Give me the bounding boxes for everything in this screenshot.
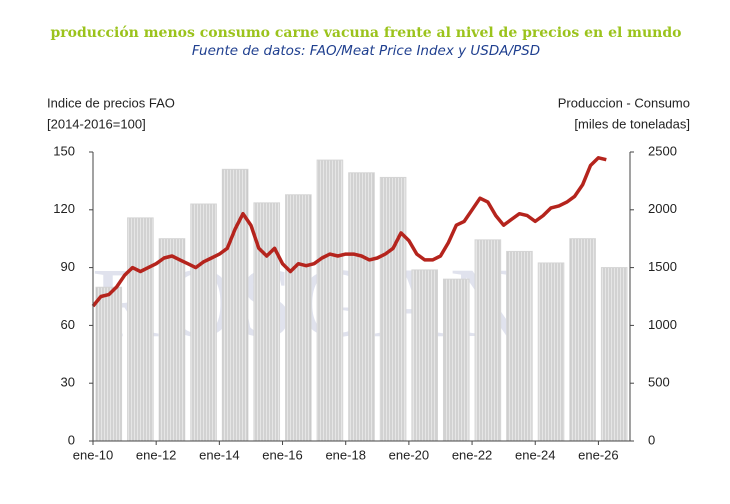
- x-tick-label: ene-22: [452, 447, 492, 462]
- bar: [600, 267, 628, 442]
- bar: [506, 250, 533, 442]
- x-tick-label: ene-12: [136, 447, 176, 462]
- y2-tick-label: 2500: [648, 143, 677, 158]
- x-tick-label: ene-20: [389, 447, 429, 462]
- x-tick-label: ene-16: [262, 447, 302, 462]
- bar: [411, 269, 438, 442]
- y2-axis-title: [miles de toneladas]: [574, 116, 690, 131]
- bar: [158, 238, 186, 442]
- x-tick-label: ene-10: [73, 447, 113, 462]
- y-axis-title: [2014-2016=100]: [47, 116, 146, 131]
- bar: [253, 202, 281, 442]
- bar: [127, 217, 154, 442]
- y2-tick-label: 0: [648, 432, 655, 447]
- x-tick-label: ene-26: [578, 447, 618, 462]
- x-tick-label: ene-18: [325, 447, 365, 462]
- y-tick-label: 30: [61, 375, 75, 390]
- bar: [190, 203, 217, 442]
- y2-tick-label: 500: [648, 375, 670, 390]
- y-tick-label: 60: [61, 317, 75, 332]
- bar: [348, 172, 375, 442]
- bar: [316, 159, 344, 442]
- y-tick-label: 150: [53, 143, 75, 158]
- bar: [285, 194, 312, 442]
- y2-tick-label: 1000: [648, 317, 677, 332]
- y2-tick-label: 1500: [648, 259, 677, 274]
- bar: [95, 286, 123, 442]
- chart-title: producción menos consumo carne vacuna fr…: [51, 25, 682, 41]
- bar: [537, 262, 565, 442]
- bar: [379, 176, 407, 442]
- y-tick-label: 90: [61, 259, 75, 274]
- bar: [474, 239, 502, 442]
- y2-tick-label: 2000: [648, 201, 677, 216]
- x-tick-label: ene-24: [515, 447, 555, 462]
- y2-axis-title: Produccion - Consumo: [558, 95, 690, 110]
- bar: [442, 278, 470, 442]
- chart-subtitle: Fuente de datos: FAO/Meat Price Index y …: [192, 43, 540, 59]
- bar: [221, 168, 249, 442]
- x-tick-label: ene-14: [199, 447, 239, 462]
- y-tick-label: 120: [53, 201, 75, 216]
- bar: [569, 238, 596, 442]
- price-line: [91, 156, 607, 308]
- y-tick-label: 0: [68, 432, 75, 447]
- y-axis-title: Indice de precios FAO: [47, 95, 175, 110]
